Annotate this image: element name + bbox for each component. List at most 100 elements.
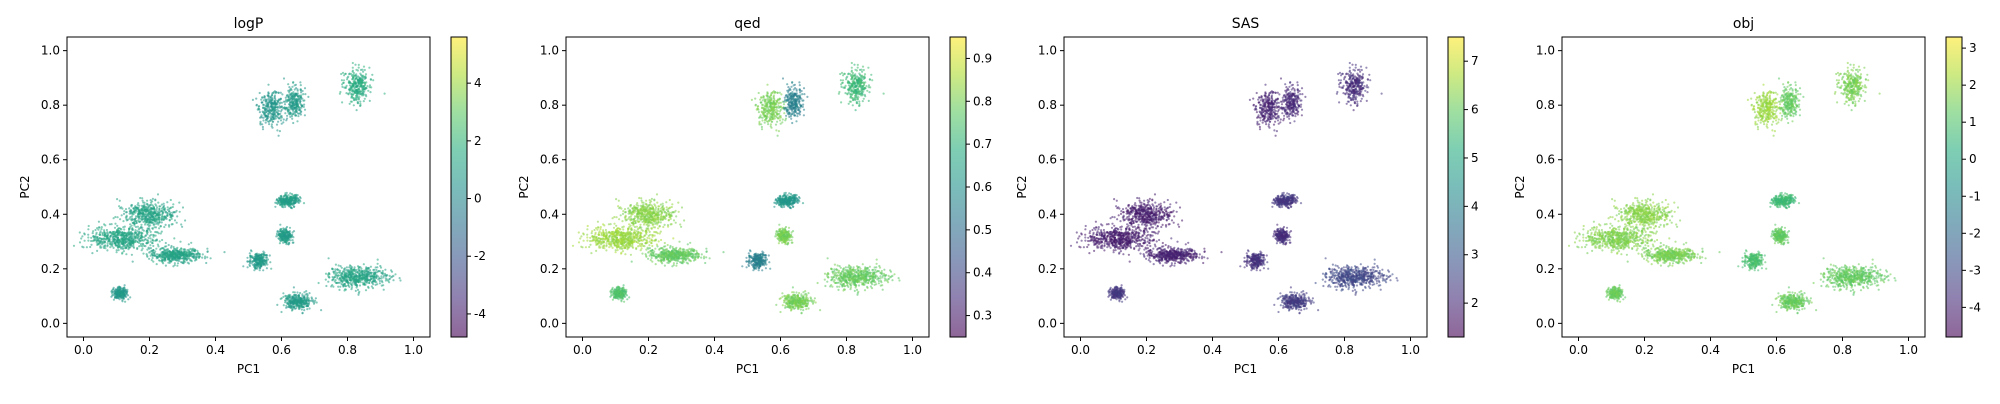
data-point — [328, 257, 330, 259]
data-point — [119, 207, 121, 209]
data-point — [281, 109, 283, 111]
data-point — [342, 72, 344, 74]
data-point — [336, 277, 338, 279]
data-point — [204, 257, 206, 259]
data-point — [652, 213, 654, 215]
data-point — [363, 263, 365, 265]
data-point — [141, 249, 143, 251]
data-point — [101, 243, 103, 245]
data-point — [146, 232, 148, 234]
data-point — [123, 243, 125, 245]
data-point — [147, 237, 149, 239]
data-point — [292, 106, 294, 108]
data-point — [247, 266, 249, 268]
data-point — [133, 224, 135, 226]
data-point — [296, 98, 298, 100]
data-point — [100, 228, 102, 230]
data-point — [635, 222, 637, 224]
data-point — [259, 122, 261, 124]
data-point — [103, 223, 105, 225]
data-point — [613, 216, 615, 218]
data-point — [176, 252, 178, 254]
data-point — [156, 263, 158, 265]
data-point — [364, 274, 366, 276]
data-point — [652, 206, 654, 208]
data-point — [640, 216, 642, 218]
data-point — [158, 210, 160, 212]
data-point — [137, 226, 139, 228]
data-point — [303, 306, 305, 308]
data-point — [639, 224, 641, 226]
data-point — [275, 114, 277, 116]
data-point — [636, 204, 638, 206]
data-point — [385, 274, 387, 276]
data-point — [276, 124, 278, 126]
data-point — [161, 261, 163, 263]
data-point — [342, 284, 344, 286]
data-point — [121, 253, 123, 255]
data-point — [355, 86, 357, 88]
data-point — [118, 286, 120, 288]
data-point — [158, 227, 160, 229]
data-point — [151, 242, 153, 244]
data-point — [156, 208, 158, 210]
colorbar-gradient — [451, 37, 467, 337]
data-point — [124, 288, 126, 290]
data-point — [297, 115, 299, 117]
data-point — [295, 111, 297, 113]
data-point — [166, 214, 168, 216]
data-point — [363, 283, 365, 285]
data-point — [148, 227, 150, 229]
data-point — [274, 109, 276, 111]
data-point — [132, 242, 134, 244]
data-point — [359, 269, 361, 271]
data-point — [141, 245, 143, 247]
data-point — [588, 246, 590, 248]
data-point — [184, 248, 186, 250]
data-point — [371, 74, 373, 76]
data-point — [182, 206, 184, 208]
data-point — [146, 249, 148, 251]
data-point — [339, 286, 341, 288]
x-tick-label: 1.0 — [404, 343, 423, 357]
data-point — [269, 120, 271, 122]
data-point — [119, 218, 121, 220]
data-point — [274, 104, 276, 106]
data-point — [342, 270, 344, 272]
data-point — [135, 226, 137, 228]
data-point — [671, 223, 673, 225]
data-point — [138, 245, 140, 247]
data-point — [325, 273, 327, 275]
data-point — [327, 281, 329, 283]
data-point — [124, 284, 126, 286]
data-point — [356, 284, 358, 286]
data-point — [152, 216, 154, 218]
data-point — [134, 218, 136, 220]
data-point — [138, 239, 140, 241]
data-point — [298, 294, 300, 296]
data-point — [292, 122, 294, 124]
data-point — [113, 217, 115, 219]
data-point — [612, 247, 614, 249]
data-point — [664, 224, 666, 226]
data-point — [114, 223, 116, 225]
data-point — [276, 233, 278, 235]
data-point — [279, 242, 281, 244]
data-point — [352, 74, 354, 76]
x-tick-label: 0.0 — [74, 343, 93, 357]
data-point — [651, 216, 653, 218]
data-point — [655, 208, 657, 210]
data-point — [645, 208, 647, 210]
data-point — [118, 232, 120, 234]
data-point — [369, 100, 371, 102]
data-point — [264, 109, 266, 111]
data-point — [136, 241, 138, 243]
data-point — [608, 246, 610, 248]
data-point — [152, 228, 154, 230]
data-point — [190, 259, 192, 261]
data-point — [361, 272, 363, 274]
data-point — [138, 216, 140, 218]
data-point — [268, 123, 270, 125]
data-point — [90, 244, 92, 246]
data-point — [252, 99, 254, 101]
